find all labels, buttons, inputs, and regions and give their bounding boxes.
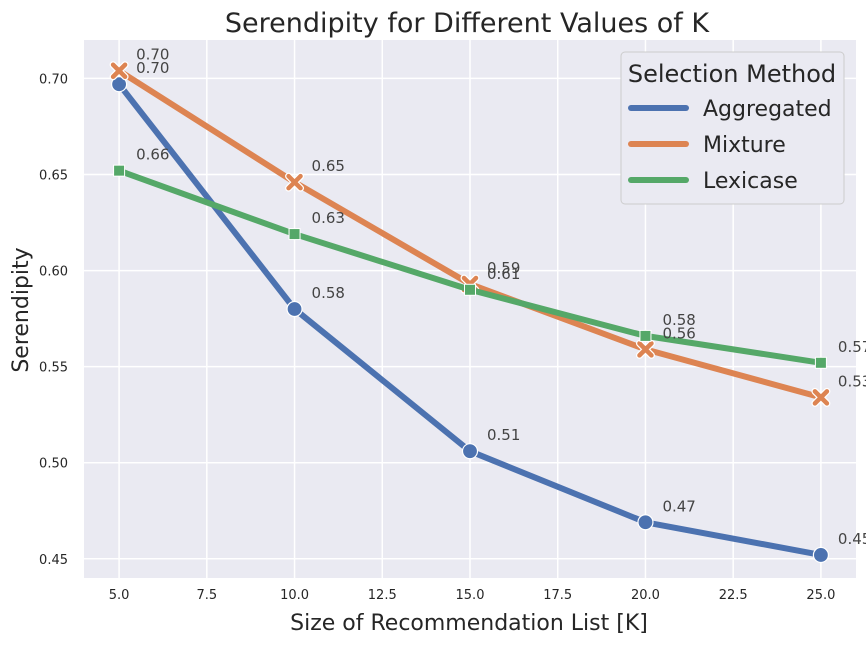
series-lexicase (113, 164, 827, 369)
data-label: 0.70 (136, 46, 169, 64)
data-point (637, 514, 654, 531)
legend-label: Lexicase (703, 169, 798, 194)
legend-box (620, 51, 845, 205)
y-tick-label: 0.65 (39, 169, 68, 184)
x-tick-label: 5.0 (109, 588, 130, 603)
x-tick-label: 7.5 (196, 588, 217, 603)
data-point (286, 300, 303, 318)
x-tick-label: 10.0 (280, 588, 309, 603)
x-tick-label: 22.5 (719, 588, 748, 603)
data-point (812, 546, 830, 564)
x-tick-label: 25.0 (806, 588, 835, 603)
legend-label: Mixture (703, 133, 786, 158)
data-point (288, 228, 301, 241)
data-label: 0.51 (487, 426, 520, 444)
series-aggregated (110, 76, 830, 564)
legend-label: Aggregated (703, 97, 832, 122)
data-label: 0.70 (136, 59, 169, 77)
x-tick-label: 15.0 (456, 588, 485, 603)
data-label: 0.53 (838, 372, 866, 390)
legend-items: Aggregated Mixture Lexicase (628, 97, 832, 194)
data-label: 0.66 (136, 146, 169, 164)
y-tick-label: 0.60 (39, 265, 68, 280)
data-label: 0.57 (838, 338, 866, 356)
data-label: 0.65 (312, 157, 345, 175)
legend-title: Selection Method (628, 60, 836, 88)
y-axis-title: Serendipity (9, 247, 34, 372)
data-label: 0.58 (312, 284, 345, 302)
y-tick-label: 0.50 (39, 457, 68, 472)
data-point (286, 173, 303, 191)
data-point (461, 443, 479, 460)
data-point (110, 76, 128, 93)
data-point (110, 62, 128, 79)
data-label: 0.45 (838, 530, 866, 548)
data-point (113, 164, 126, 177)
x-tick-label: 20.0 (631, 588, 660, 603)
x-tick-label: 12.5 (368, 588, 397, 603)
data-point (639, 329, 652, 342)
legend-item-aggregated: Aggregated (628, 97, 832, 122)
y-tick-label: 0.55 (39, 361, 68, 376)
y-tick-label: 0.45 (39, 553, 68, 568)
data-label: 0.47 (662, 497, 695, 515)
x-tick-label: 17.5 (543, 588, 572, 603)
legend: Selection Method Aggregated Mixture Lexica… (620, 51, 845, 205)
x-axis-title: Size of Recommendation List [K] (290, 611, 648, 636)
data-point (814, 356, 827, 369)
data-label: 0.63 (312, 209, 345, 227)
data-point (812, 389, 830, 406)
data-label: 0.56 (662, 324, 695, 342)
data-label: 0.61 (487, 265, 520, 283)
data-point (464, 283, 476, 296)
series-group (109, 61, 831, 564)
data-label: 0.59 (487, 259, 520, 277)
data-label: 0.58 (662, 311, 695, 329)
legend-item-mixture: Mixture (628, 133, 786, 158)
data-point (637, 341, 654, 358)
y-tick-label: 0.70 (39, 72, 68, 87)
data-labels: 0.70 0.58 0.51 0.47 0.45 0.70 0.65 0.59 0.56 0.53… (136, 46, 866, 548)
chart-title: Serendipity for Different Values of K (225, 8, 710, 39)
legend-item-lexicase: Lexicase (628, 169, 798, 194)
tick-labels: 5.0 7.5 10.0 12.5 15.0 17.5 20.0 22.5 25.0 0.45 0.… (39, 72, 835, 603)
